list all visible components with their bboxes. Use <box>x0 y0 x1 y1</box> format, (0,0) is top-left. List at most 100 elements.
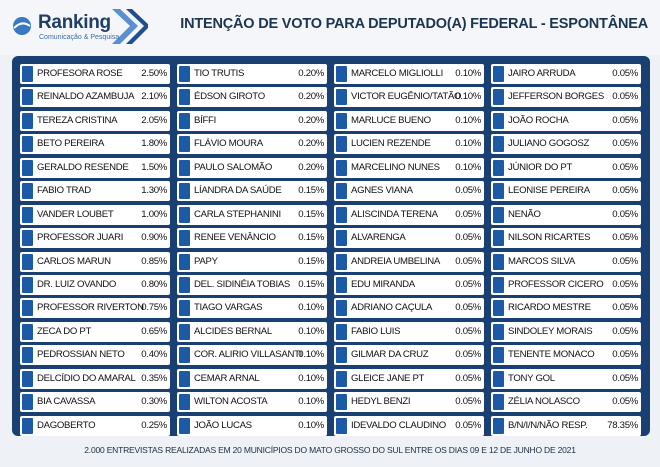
table-row: NILSON RICARTES 0.05% <box>491 228 641 249</box>
table-row: EDU MIRANDA 0.05% <box>334 274 484 295</box>
table-row: MARCELO MIGLIOLLI 0.10% <box>334 64 484 84</box>
vote-percentage: 2.05% <box>141 114 167 126</box>
vote-percentage: 0.90% <box>141 232 167 244</box>
row-marker <box>179 347 190 364</box>
table-row: AGNES VIANA 0.05% <box>334 181 484 202</box>
table-row: ZÉLIA NOLASCO 0.05% <box>491 392 641 413</box>
vote-percentage: 0.05% <box>612 372 638 384</box>
vote-percentage: 0.15% <box>298 255 324 267</box>
table-row: ZECA DO PT 0.65% <box>20 321 170 342</box>
row-marker <box>179 89 190 106</box>
vote-percentage: 0.05% <box>612 255 638 267</box>
row-marker <box>179 66 190 82</box>
row-marker <box>493 89 504 106</box>
candidate-name: TEREZA CRISTINA <box>37 114 118 126</box>
table-row: HEDYL BENZI 0.05% <box>334 392 484 413</box>
table-row: RENEE VENÂNCIO 0.15% <box>177 228 327 249</box>
row-marker <box>336 417 347 434</box>
candidate-name: JEFFERSON BORGES <box>508 91 604 103</box>
row-marker <box>493 417 504 434</box>
row-marker <box>179 253 190 270</box>
table-row: PAULO SALOMÃO 0.20% <box>177 157 327 178</box>
table-row: ANDREIA UMBELINA 0.05% <box>334 251 484 272</box>
candidate-name: PEDROSSIAN NETO <box>37 349 125 361</box>
candidate-name: GLEICE JANE PT <box>351 372 425 384</box>
vote-percentage: 0.10% <box>298 396 324 408</box>
table-row: ALVARENGA 0.05% <box>334 228 484 249</box>
table-row: CARLOS MARUN 0.85% <box>20 251 170 272</box>
candidate-name: DR. LUIZ OVANDO <box>37 278 117 290</box>
candidate-name: MARCOS SILVA <box>508 255 575 267</box>
vote-percentage: 0.05% <box>455 419 481 431</box>
table-row: GILMAR DA CRUZ 0.05% <box>334 345 484 366</box>
vote-percentage: 0.75% <box>141 302 167 314</box>
brand-name: Ranking <box>38 12 111 33</box>
vote-percentage: 0.10% <box>298 419 324 431</box>
row-marker <box>493 276 504 293</box>
table-row: PROFESORA ROSE 2.50% <box>20 64 170 84</box>
vote-percentage: 0.10% <box>455 68 481 79</box>
candidate-name: TONY GOL <box>508 372 555 384</box>
table-row: PROFESSOR RIVERTON 0.75% <box>20 298 170 319</box>
table-row: FABIO TRAD 1.30% <box>20 181 170 202</box>
table-row: PROFESSOR CICERO 0.05% <box>491 274 641 295</box>
table-row: VICTOR EUGÊNIO/TATÃO 0.10% <box>334 87 484 108</box>
candidate-name: PROFESSOR JUARI <box>37 232 124 244</box>
candidate-name: VICTOR EUGÊNIO/TATÃO <box>351 91 462 103</box>
row-marker <box>22 206 33 223</box>
vote-percentage: 0.05% <box>455 232 481 244</box>
candidate-name: TIAGO VARGAS <box>194 302 263 314</box>
candidate-name: ZECA DO PT <box>37 325 92 337</box>
ranking-logo-icon <box>13 9 148 44</box>
candidate-name: FABIO LUIS <box>351 325 401 337</box>
candidate-name: DAGOBERTO <box>37 419 96 431</box>
table-row: PROFESSOR JUARI 0.90% <box>20 228 170 249</box>
candidate-name: FABIO TRAD <box>37 185 91 197</box>
vote-percentage: 0.15% <box>298 232 324 244</box>
vote-percentage: 0.05% <box>455 255 481 267</box>
candidate-name: PROFESSOR CICERO <box>508 278 604 290</box>
table-row: CEMAR ARNAL 0.10% <box>177 368 327 389</box>
table-column: JAIRO ARRUDA 0.05% JEFFERSON BORGES 0.05% JO… <box>491 64 641 439</box>
row-marker <box>179 276 190 293</box>
candidate-name: PROFESSOR RIVERTON <box>37 302 144 314</box>
table-row: B/N/I/N/NÃO RESP. 78.35% <box>491 415 641 436</box>
row-marker <box>336 183 347 200</box>
table-row: REINALDO AZAMBUJA 2.10% <box>20 87 170 108</box>
row-marker <box>22 276 33 293</box>
vote-percentage: 0.05% <box>612 325 638 337</box>
candidate-name: ANDREIA UMBELINA <box>351 255 441 267</box>
row-marker <box>493 183 504 200</box>
vote-percentage: 2.10% <box>141 91 167 103</box>
table-row: SINDOLEY MORAIS 0.05% <box>491 321 641 342</box>
row-marker <box>493 347 504 364</box>
row-marker <box>493 230 504 247</box>
row-marker <box>179 159 190 176</box>
candidate-name: GERALDO RESENDE <box>37 161 129 173</box>
table-row: TENENTE MONACO 0.05% <box>491 345 641 366</box>
row-marker <box>336 89 347 106</box>
table-row: ÉDSON GIROTO 0.20% <box>177 87 327 108</box>
vote-percentage: 0.15% <box>298 208 324 220</box>
candidate-name: REINALDO AZAMBUJA <box>37 91 135 103</box>
table-row: JOÃO ROCHA 0.05% <box>491 110 641 131</box>
candidate-name: JOÃO ROCHA <box>508 114 569 126</box>
table-row: CARLA STEPHANINI 0.15% <box>177 204 327 225</box>
table-row: MARLUCE BUENO 0.10% <box>334 110 484 131</box>
candidate-name: PAULO SALOMÃO <box>194 161 273 173</box>
vote-percentage: 0.10% <box>298 349 324 361</box>
table-column: MARCELO MIGLIOLLI 0.10% VICTOR EUGÊNIO/TAT… <box>334 64 484 439</box>
row-marker <box>493 136 504 153</box>
candidate-name: DEL. SIDINÉIA TOBIAS <box>194 278 291 290</box>
vote-percentage: 1.00% <box>141 208 167 220</box>
results-table: PROFESORA ROSE 2.50% REINALDO AZAMBUJA 2.10… <box>12 56 650 436</box>
table-row: JEFFERSON BORGES 0.05% <box>491 87 641 108</box>
table-row: LÍANDRA DA SAÚDE 0.15% <box>177 181 327 202</box>
table-row: PAPY 0.15% <box>177 251 327 272</box>
vote-percentage: 0.65% <box>141 325 167 337</box>
footnote: 2.000 ENTREVISTAS REALIZADAS EM 20 MUNIC… <box>84 445 576 455</box>
table-row: BETO PEREIRA 1.80% <box>20 134 170 155</box>
candidate-name: COR. ALIRIO VILLASANTI <box>194 349 303 361</box>
table-row: MARCELINO NUNES 0.10% <box>334 157 484 178</box>
row-marker <box>493 66 504 82</box>
